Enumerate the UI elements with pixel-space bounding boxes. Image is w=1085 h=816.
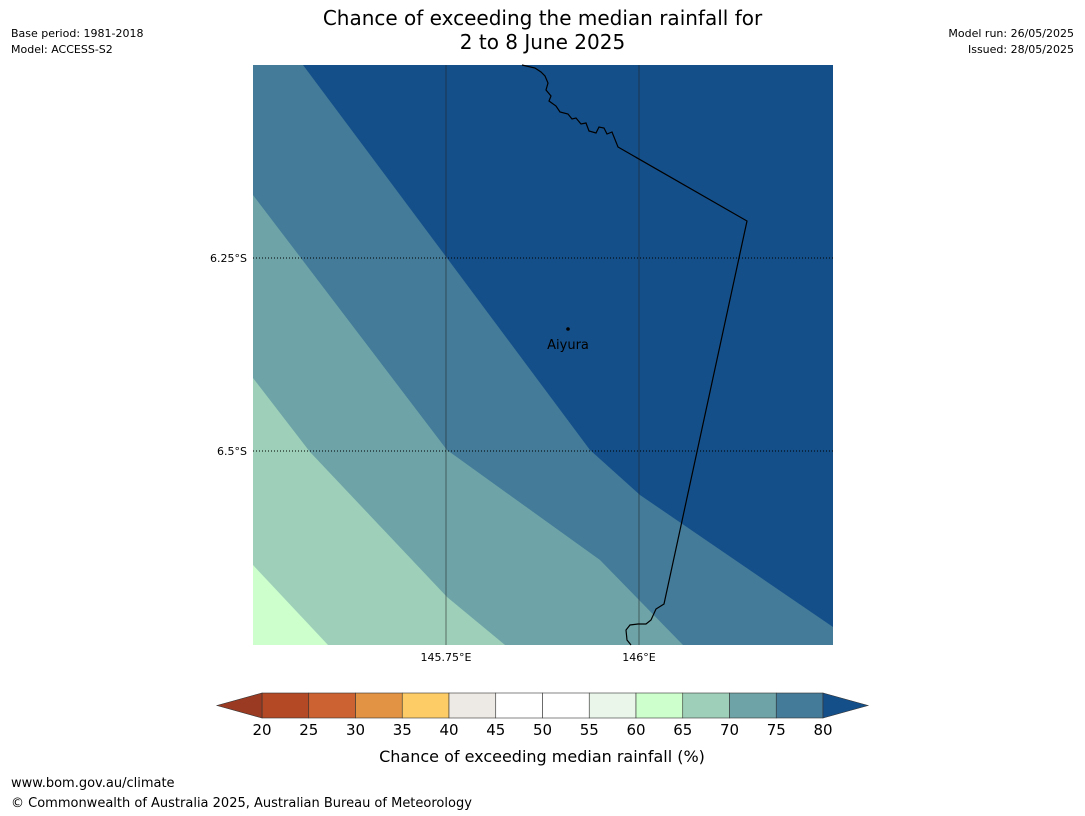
colorbar-tick-label: 25 [299, 721, 318, 739]
colorbar-cell [729, 692, 777, 719]
colorbar-tick-label: 35 [393, 721, 412, 739]
colorbar-cells [261, 692, 824, 719]
colorbar-cell [495, 692, 543, 719]
lon-label-146: 146°E [622, 651, 655, 664]
colorbar-cell [355, 692, 403, 719]
footer-copyright: © Commonwealth of Australia 2025, Austra… [11, 796, 472, 811]
colorbar-cell [588, 692, 637, 719]
city-label: Aiyura [547, 338, 589, 353]
lat-label-6-25: 6.25°S [210, 252, 247, 265]
lat-label-6-5: 6.5°S [217, 445, 247, 458]
model-text: Model: ACCESS-S2 [11, 43, 113, 56]
lon-label-145-75: 145.75°E [421, 651, 472, 664]
colorbar-tick-label: 60 [626, 721, 645, 739]
colorbar-high-extend [822, 692, 870, 719]
meta-right: Model run: 26/05/2025 Issued: 28/05/2025 [948, 26, 1074, 58]
graticule [253, 65, 833, 645]
colorbar-tick-label: 75 [767, 721, 786, 739]
colorbar-cell [401, 692, 450, 719]
footer: www.bom.gov.au/climate © Commonwealth of… [11, 774, 472, 814]
title-line-1: Chance of exceeding the median rainfall … [322, 6, 763, 30]
colorbar-tick-label: 45 [486, 721, 505, 739]
colorbar-tick-label: 40 [439, 721, 458, 739]
colorbar-tick-label: 50 [533, 721, 552, 739]
map-area [253, 65, 833, 645]
band-65-70 [253, 378, 505, 645]
colorbar-cell [635, 692, 684, 719]
colorbar-cell [682, 692, 730, 719]
city-marker [566, 327, 570, 331]
footer-url: www.bom.gov.au/climate [11, 776, 175, 791]
province-boundary [521, 64, 748, 646]
colorbar-tick-label: 30 [346, 721, 365, 739]
colorbar-tick-label: 65 [673, 721, 692, 739]
band-60-65 [253, 565, 328, 645]
rainfall-map: Aiyura 6.25°S 6.5°S 145.75°E 146°E [210, 64, 833, 664]
colorbar-cell [775, 692, 824, 719]
colorbar-ticks: 20 25 30 35 40 45 50 55 60 65 70 75 80 [252, 721, 832, 739]
map-title: Chance of exceeding the median rainfall … [0, 6, 1085, 54]
issued-text: Issued: 28/05/2025 [967, 43, 1074, 56]
meta-left: Base period: 1981-2018 Model: ACCESS-S2 [11, 26, 143, 58]
colorbar-low-extend [215, 692, 263, 719]
colorbar-cell [261, 692, 310, 719]
colorbar-cell [308, 692, 356, 719]
colorbar-tick-label: 70 [720, 721, 739, 739]
colorbar-cell [542, 692, 590, 719]
colorbar-cell [448, 692, 497, 719]
colorbar-tick-label: 20 [252, 721, 271, 739]
colorbar-tick-label: 80 [813, 721, 832, 739]
model-run-text: Model run: 26/05/2025 [948, 27, 1074, 40]
colorbar-tick-label: 55 [580, 721, 599, 739]
title-line-2: 2 to 8 June 2025 [459, 30, 626, 54]
base-period-text: Base period: 1981-2018 [11, 27, 144, 40]
colorbar-label: Chance of exceeding median rainfall (%) [379, 747, 705, 766]
